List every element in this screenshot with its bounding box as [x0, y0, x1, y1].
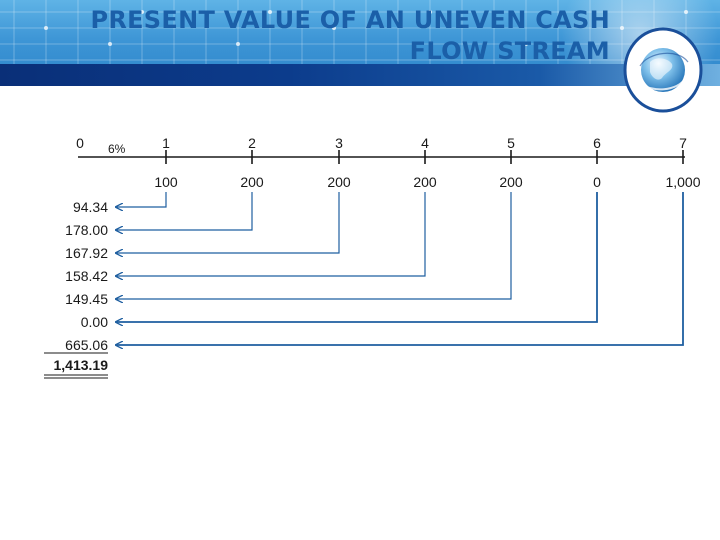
pv-total-value: 1,413.19	[54, 357, 109, 373]
discount-arrow-2	[116, 192, 253, 230]
cash-flow-label-4: 200	[413, 174, 437, 190]
discount-arrow-7	[116, 192, 684, 345]
period-label-2: 2	[248, 135, 256, 151]
period-label-7: 7	[679, 135, 687, 151]
discount-arrow-1	[116, 192, 167, 207]
period-label-3: 3	[335, 135, 343, 151]
present-value-label-7: 665.06	[65, 337, 108, 353]
slide-title-line-1: PRESENT VALUE OF AN UNEVEN CASH	[90, 6, 610, 34]
discount-arrow-4	[116, 192, 426, 276]
cash-flow-label-3: 200	[327, 174, 351, 190]
cash-flow-label-5: 200	[499, 174, 523, 190]
period-label-1: 1	[162, 135, 170, 151]
cash-flow-label-6: 0	[593, 174, 601, 190]
interest-rate-label: 6%	[108, 142, 126, 156]
present-value-label-6: 0.00	[81, 314, 108, 330]
header-banner	[0, 0, 720, 86]
cash-flow-label-2: 200	[240, 174, 264, 190]
discount-arrow-5	[116, 192, 512, 299]
header-dark-band	[0, 64, 720, 86]
period-label-4: 4	[421, 135, 429, 151]
present-value-label-4: 158.42	[65, 268, 108, 284]
present-value-label-1: 94.34	[73, 199, 108, 215]
period-label-5: 5	[507, 135, 515, 151]
present-value-label-2: 178.00	[65, 222, 108, 238]
cash-flow-label-1: 100	[154, 174, 178, 190]
discount-arrow-3	[116, 192, 340, 253]
globe-icon	[623, 27, 703, 113]
present-value-label-5: 149.45	[65, 291, 108, 307]
present-value-label-3: 167.92	[65, 245, 108, 261]
discount-arrow-6	[116, 192, 598, 322]
slide-title: PRESENT VALUE OF AN UNEVEN CASH FLOW STR…	[40, 5, 610, 67]
slide-title-line-2: FLOW STREAM	[409, 37, 610, 65]
cash-flow-label-7: 1,000	[665, 174, 700, 190]
period-label-6: 6	[593, 135, 601, 151]
period-label-0: 0	[76, 135, 84, 151]
